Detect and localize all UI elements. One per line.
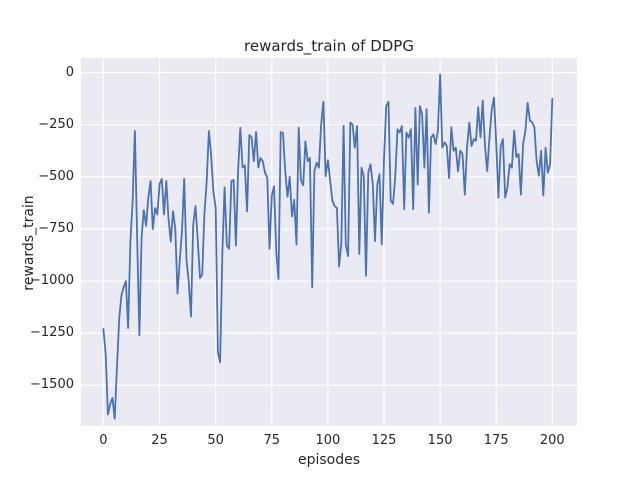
plot-area [81,58,577,426]
x-tick-label: 200 [539,433,565,448]
y-tick-label: −500 [38,168,74,184]
x-tick-label: 100 [315,433,341,448]
y-tick-label: −1000 [30,273,74,289]
reward-line-chart [81,58,577,426]
x-tick-label: 175 [483,433,509,448]
x-axis-label: episodes [297,452,361,468]
chart-title: rewards_train of DDPG [244,37,414,55]
x-tick-label: 75 [263,433,281,448]
y-tick-label: −1250 [30,325,74,341]
reward-line [102,73,554,420]
y-tick-label: −750 [38,220,74,236]
x-tick-label: 0 [99,433,108,448]
x-tick-label: 50 [207,433,224,448]
x-tick-label: 125 [371,433,397,448]
y-tick-label: −1500 [30,377,74,393]
x-tick-label: 150 [427,433,453,448]
x-tick-label: 25 [151,433,168,448]
y-tick-label: 0 [65,64,74,80]
y-tick-label: −250 [38,116,74,132]
